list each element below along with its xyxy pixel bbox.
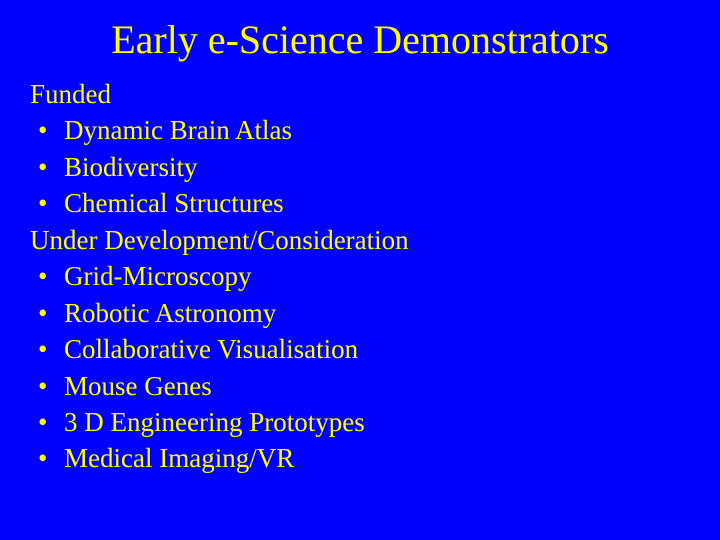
bullet-icon: • <box>30 185 64 221</box>
bullet-icon: • <box>30 295 64 331</box>
slide-body: Funded • Dynamic Brain Atlas • Biodivers… <box>30 76 690 477</box>
bullet-text: Dynamic Brain Atlas <box>64 112 690 148</box>
bullet-icon: • <box>30 331 64 367</box>
bullet-text: Biodiversity <box>64 149 690 185</box>
list-item: • Biodiversity <box>30 149 690 185</box>
list-item: • Chemical Structures <box>30 185 690 221</box>
bullet-text: 3 D Engineering Prototypes <box>64 404 690 440</box>
bullet-icon: • <box>30 258 64 294</box>
list-item: • Robotic Astronomy <box>30 295 690 331</box>
bullet-icon: • <box>30 404 64 440</box>
list-item: • Grid-Microscopy <box>30 258 690 294</box>
bullet-icon: • <box>30 368 64 404</box>
bullet-icon: • <box>30 112 64 148</box>
bullet-text: Robotic Astronomy <box>64 295 690 331</box>
bullet-icon: • <box>30 149 64 185</box>
list-item: • Medical Imaging/VR <box>30 440 690 476</box>
slide-title: Early e-Science Demonstrators <box>30 18 690 62</box>
list-item: • Dynamic Brain Atlas <box>30 112 690 148</box>
bullet-text: Collaborative Visualisation <box>64 331 690 367</box>
section-label: Funded <box>30 76 690 112</box>
bullet-text: Medical Imaging/VR <box>64 440 690 476</box>
bullet-text: Grid-Microscopy <box>64 258 690 294</box>
slide: Early e-Science Demonstrators Funded • D… <box>0 0 720 540</box>
bullet-text: Mouse Genes <box>64 368 690 404</box>
list-item: • 3 D Engineering Prototypes <box>30 404 690 440</box>
section-label: Under Development/Consideration <box>30 222 690 258</box>
bullet-text: Chemical Structures <box>64 185 690 221</box>
list-item: • Collaborative Visualisation <box>30 331 690 367</box>
list-item: • Mouse Genes <box>30 368 690 404</box>
bullet-icon: • <box>30 440 64 476</box>
